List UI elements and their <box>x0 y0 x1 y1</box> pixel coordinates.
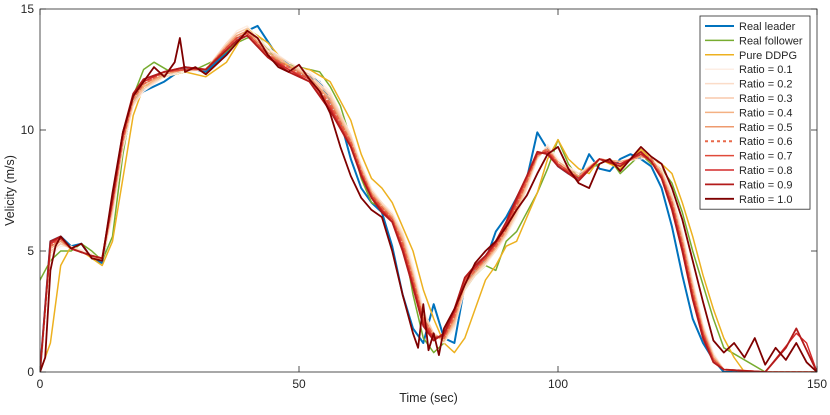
x-tick-label: 150 <box>807 377 827 391</box>
legend-entry-label: Ratio = 0.8 <box>739 165 793 177</box>
y-axis-label: Velicity (m/s) <box>3 155 17 226</box>
legend-entry-label: Ratio = 1.0 <box>739 194 793 206</box>
series-line-ratio-0-9 <box>40 34 817 372</box>
y-tick-label: 0 <box>27 365 34 379</box>
series-line-ratio-1-0 <box>40 29 817 372</box>
legend: Real leader Real follower Pure DDPG Ratio =… <box>699 15 811 210</box>
legend-entry-label: Ratio = 0.6 <box>739 136 793 148</box>
legend-entry-label: Ratio = 0.2 <box>739 79 793 91</box>
plot-frame <box>39 8 818 373</box>
x-tick-label: 50 <box>292 377 306 391</box>
axes-layer: 0 50 100 150 0 5 10 15 Time (sec) Velicity (m/s) <box>3 2 827 405</box>
y-tick-label: 5 <box>27 244 34 258</box>
legend-entry-label: Ratio = 0.7 <box>739 151 793 163</box>
legend-entry-label: Ratio = 0.9 <box>739 179 793 191</box>
series-layer <box>40 24 817 372</box>
legend-entry-label: Real leader <box>739 21 796 33</box>
legend-entry-label: Pure DDPG <box>739 50 797 62</box>
legend-entry-label: Ratio = 0.1 <box>739 64 793 76</box>
y-tick-label: 15 <box>21 2 35 16</box>
x-axis-label: Time (sec) <box>399 391 458 405</box>
legend-entry-label: Ratio = 0.5 <box>739 122 793 134</box>
series-line-real-leader <box>40 24 817 372</box>
x-tick-label: 0 <box>37 377 44 391</box>
y-tick-label: 10 <box>21 123 35 137</box>
legend-entry-label: Ratio = 0.3 <box>739 93 793 105</box>
legend-entry-label: Ratio = 0.4 <box>739 107 793 119</box>
x-tick-label: 100 <box>548 377 568 391</box>
legend-entry-label: Real follower <box>739 35 803 47</box>
